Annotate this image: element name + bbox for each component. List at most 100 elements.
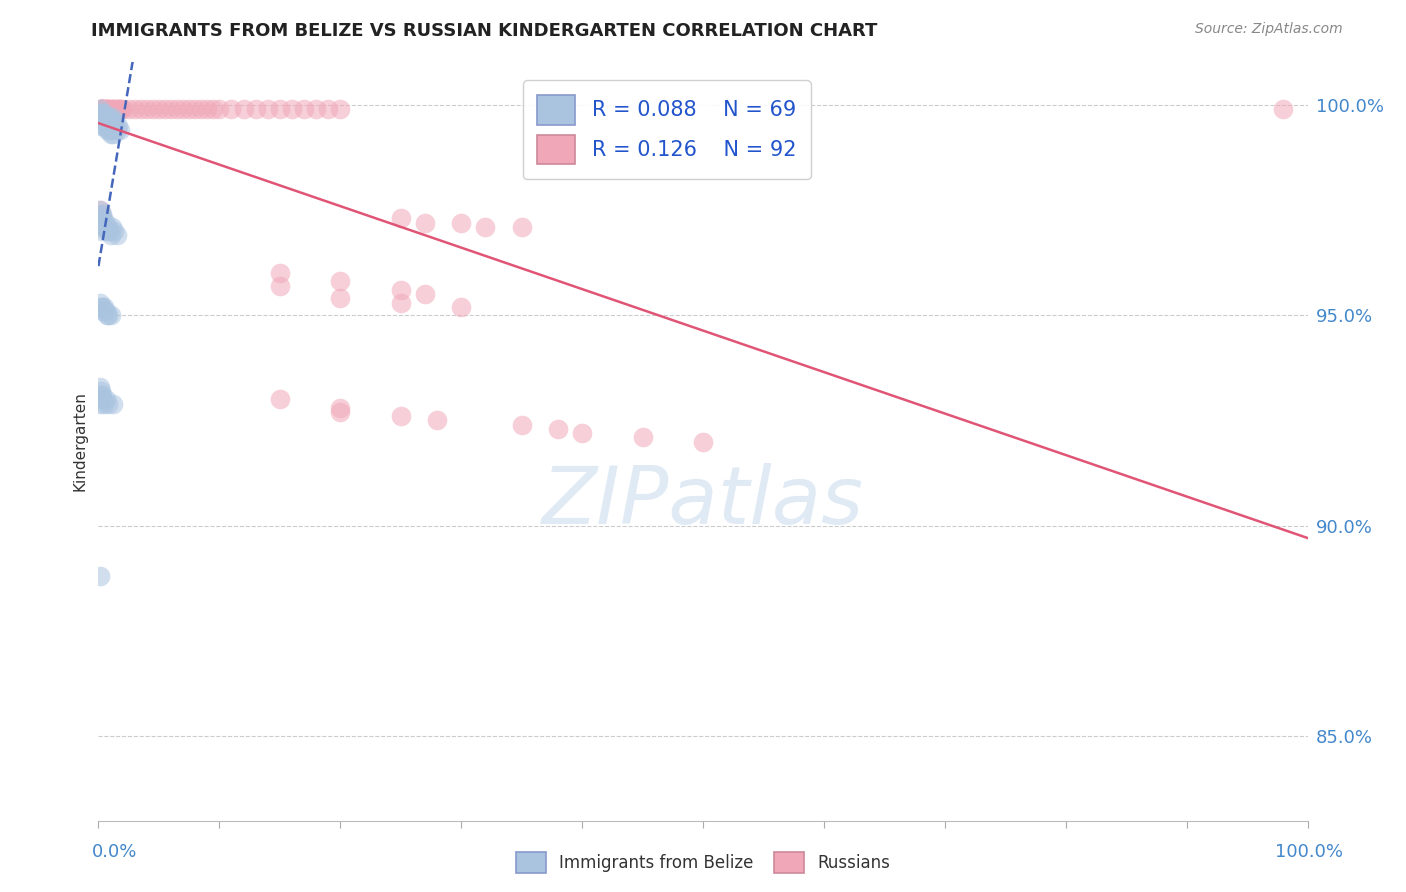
Point	[97, 102, 120, 116]
Point	[89, 380, 111, 394]
Point	[135, 102, 157, 116]
Point	[91, 102, 114, 116]
Point	[101, 396, 124, 410]
Point	[98, 224, 121, 238]
Point	[103, 119, 125, 133]
Point	[100, 102, 122, 116]
Point	[93, 102, 115, 116]
Point	[98, 102, 121, 116]
Point	[245, 102, 267, 116]
Point	[90, 102, 112, 116]
Point	[93, 110, 115, 124]
Point	[97, 102, 120, 116]
Text: Source: ZipAtlas.com: Source: ZipAtlas.com	[1195, 22, 1343, 37]
Point	[98, 110, 121, 124]
Point	[305, 102, 328, 116]
Point	[98, 123, 121, 137]
Point	[190, 102, 212, 116]
Point	[89, 202, 111, 217]
Point	[89, 106, 111, 120]
Point	[208, 102, 231, 116]
Point	[89, 102, 111, 116]
Text: 0.0%: 0.0%	[91, 843, 136, 861]
Point	[91, 110, 114, 124]
Point	[129, 102, 152, 116]
Point	[100, 123, 122, 137]
Point	[101, 102, 124, 116]
Point	[94, 102, 117, 116]
Point	[389, 283, 412, 297]
Point	[100, 110, 122, 124]
Point	[153, 102, 176, 116]
Point	[91, 110, 114, 124]
Point	[91, 102, 114, 116]
Point	[426, 413, 449, 427]
Point	[97, 219, 120, 234]
Point	[94, 110, 117, 124]
Point	[100, 127, 122, 141]
Point	[329, 291, 352, 305]
Point	[94, 392, 117, 407]
Point	[96, 308, 118, 322]
Point	[124, 102, 146, 116]
Point	[108, 102, 131, 116]
Point	[96, 224, 118, 238]
Point	[195, 102, 218, 116]
Point	[100, 114, 122, 128]
Point	[105, 228, 128, 243]
Point	[96, 110, 118, 124]
Point	[90, 207, 112, 221]
Point	[256, 102, 278, 116]
Point	[93, 114, 115, 128]
Point	[91, 207, 114, 221]
Point	[93, 396, 115, 410]
Point	[100, 228, 122, 243]
Point	[104, 102, 127, 116]
Point	[118, 102, 141, 116]
Point	[90, 207, 112, 221]
Point	[413, 287, 436, 301]
Point	[110, 102, 132, 116]
Point	[89, 388, 111, 402]
Point	[101, 127, 124, 141]
Point	[105, 102, 128, 116]
Point	[571, 426, 593, 441]
Point	[100, 308, 122, 322]
Point	[91, 102, 114, 116]
Point	[547, 422, 569, 436]
Point	[692, 434, 714, 449]
Point	[104, 114, 127, 128]
Point	[329, 405, 352, 419]
Point	[89, 102, 111, 116]
Point	[107, 119, 129, 133]
Point	[94, 102, 117, 116]
Point	[90, 102, 112, 116]
Point	[232, 102, 254, 116]
Point	[413, 215, 436, 229]
Point	[172, 102, 194, 116]
Point	[111, 102, 134, 116]
Point	[269, 278, 291, 293]
Point	[96, 114, 118, 128]
Point	[91, 392, 114, 407]
Text: IMMIGRANTS FROM BELIZE VS RUSSIAN KINDERGARTEN CORRELATION CHART: IMMIGRANTS FROM BELIZE VS RUSSIAN KINDER…	[91, 22, 877, 40]
Point	[91, 224, 114, 238]
Point	[91, 211, 114, 226]
Point	[103, 224, 125, 238]
Point	[96, 102, 118, 116]
Point	[89, 110, 111, 124]
Point	[221, 102, 243, 116]
Text: ZIPatlas: ZIPatlas	[541, 463, 865, 541]
Point	[89, 215, 111, 229]
Point	[160, 102, 183, 116]
Point	[93, 106, 115, 120]
Point	[281, 102, 304, 116]
Point	[91, 211, 114, 226]
Point	[269, 266, 291, 280]
Point	[179, 102, 201, 116]
Point	[94, 119, 117, 133]
Point	[89, 202, 111, 217]
Legend: Immigrants from Belize, Russians: Immigrants from Belize, Russians	[509, 846, 897, 880]
Point	[94, 304, 117, 318]
Point	[100, 102, 122, 116]
